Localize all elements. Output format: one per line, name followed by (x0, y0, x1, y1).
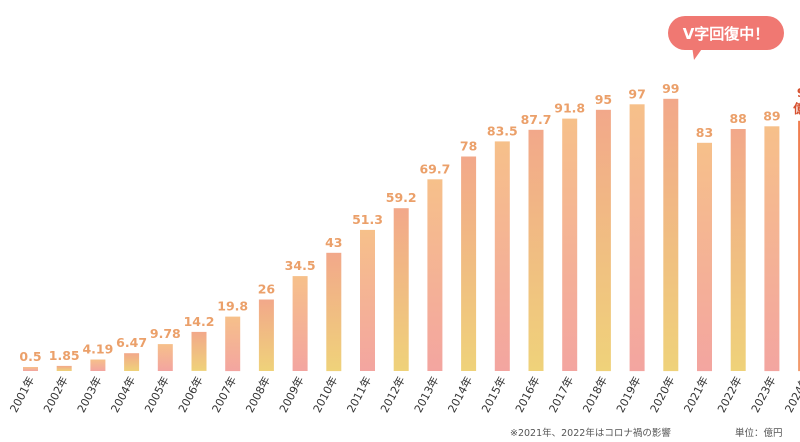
x-tick-2015年: 2015年 (478, 374, 509, 415)
bar-2008年 (258, 299, 274, 371)
footnote: ※2021年、2022年はコロナ禍の影響 (510, 427, 671, 439)
bar-2011年 (360, 229, 375, 371)
x-tick-2017年: 2017年 (546, 374, 577, 415)
bar-2005年 (157, 344, 173, 371)
badge-text: V字回復中！ (683, 25, 770, 43)
value-label-2002年: 1.85 (49, 348, 80, 363)
value-label-2010年: 43 (325, 235, 342, 250)
value-label-2023年: 89 (763, 108, 780, 123)
value-label-2004年: 6.47 (116, 335, 147, 350)
bar-2004年 (124, 353, 140, 371)
bar-2023年 (764, 126, 780, 372)
bar-2013年 (427, 179, 443, 371)
x-tick-2012年: 2012年 (377, 374, 408, 415)
bar-2012年 (393, 208, 409, 371)
bar-2003年 (90, 359, 106, 371)
value-label-2001年: 0.5 (19, 349, 41, 364)
value-label-2015年: 83.5 (487, 123, 518, 138)
value-label-2012年: 59.2 (386, 190, 417, 205)
badge-bubble (668, 16, 784, 50)
x-tick-2004年: 2004年 (108, 374, 139, 415)
bar-2007年 (225, 316, 241, 372)
x-tick-2007年: 2007年 (209, 374, 240, 415)
value-label-2005年: 9.78 (150, 326, 181, 341)
x-tick-2005年: 2005年 (141, 374, 172, 415)
x-tick-2003年: 2003年 (74, 374, 105, 415)
bar-2006年 (191, 331, 207, 371)
x-tick-2024年: 2024年 (782, 374, 800, 415)
value-label-2017年: 91.8 (554, 101, 585, 116)
value-label-2018年: 95 (595, 92, 612, 107)
x-tick-2009年: 2009年 (276, 374, 307, 415)
value-label-2014年: 78 (460, 139, 477, 154)
bar-2019年 (629, 104, 645, 372)
x-tick-2014年: 2014年 (445, 374, 476, 415)
bar-2017年 (562, 118, 578, 371)
x-tick-labels-group: 2001年 2002年 2003年 2004年 2005年 2006年 2007年 2008年… (6, 374, 800, 415)
x-tick-2001年: 2001年 (6, 374, 37, 415)
x-tick-2006年: 2006年 (175, 374, 206, 415)
bar-2002年 (56, 365, 72, 371)
value-label-2006年: 14.2 (184, 314, 215, 329)
bar-2016年 (528, 129, 544, 371)
x-tick-2021年: 2021年 (680, 374, 711, 415)
x-tick-2002年: 2002年 (40, 374, 71, 415)
x-tick-2020年: 2020年 (647, 374, 678, 415)
value-label-2016年: 87.7 (521, 112, 552, 127)
badge-callout: V字回復中！ (668, 16, 784, 60)
x-tick-2018年: 2018年 (579, 374, 610, 415)
bar-2014年 (461, 156, 477, 371)
badge-bubble-tail (692, 46, 704, 60)
bars-group (23, 98, 800, 372)
bar-2001年 (23, 367, 38, 371)
x-tick-2022年: 2022年 (714, 374, 745, 415)
unit-label: 億円 (793, 101, 800, 116)
value-label-2024年: 91 (797, 85, 800, 100)
value-label-2008年: 26 (258, 282, 276, 297)
value-label-2019年: 97 (628, 86, 645, 101)
value-label-2021年: 83 (696, 125, 713, 140)
x-tick-2008年: 2008年 (242, 374, 273, 415)
value-label-2013年: 69.7 (419, 161, 450, 176)
x-tick-2023年: 2023年 (748, 374, 779, 415)
bar-2015年 (494, 141, 510, 371)
bar-2010年 (326, 252, 342, 372)
bar-2020年 (663, 98, 679, 372)
x-tick-2011年: 2011年 (343, 374, 374, 415)
value-label-2022年: 88 (729, 111, 746, 126)
bar-2024年 (798, 120, 800, 372)
value-label-2009年: 34.5 (285, 258, 316, 273)
bar-2021年 (697, 142, 712, 372)
bar-2022年 (730, 129, 746, 371)
x-tick-2013年: 2013年 (411, 374, 442, 415)
x-tick-2019年: 2019年 (613, 374, 644, 415)
x-tick-2010年: 2010年 (310, 374, 341, 415)
value-label-2003年: 4.19 (82, 342, 113, 357)
value-label-2020年: 99 (662, 81, 679, 96)
bar-2018年 (595, 109, 611, 372)
unit-note: 単位：億円 (735, 427, 783, 439)
value-label-2007年: 19.8 (217, 299, 248, 314)
x-tick-2016年: 2016年 (512, 374, 543, 415)
bar-2009年 (292, 276, 308, 371)
value-label-2011年: 51.3 (352, 212, 383, 227)
